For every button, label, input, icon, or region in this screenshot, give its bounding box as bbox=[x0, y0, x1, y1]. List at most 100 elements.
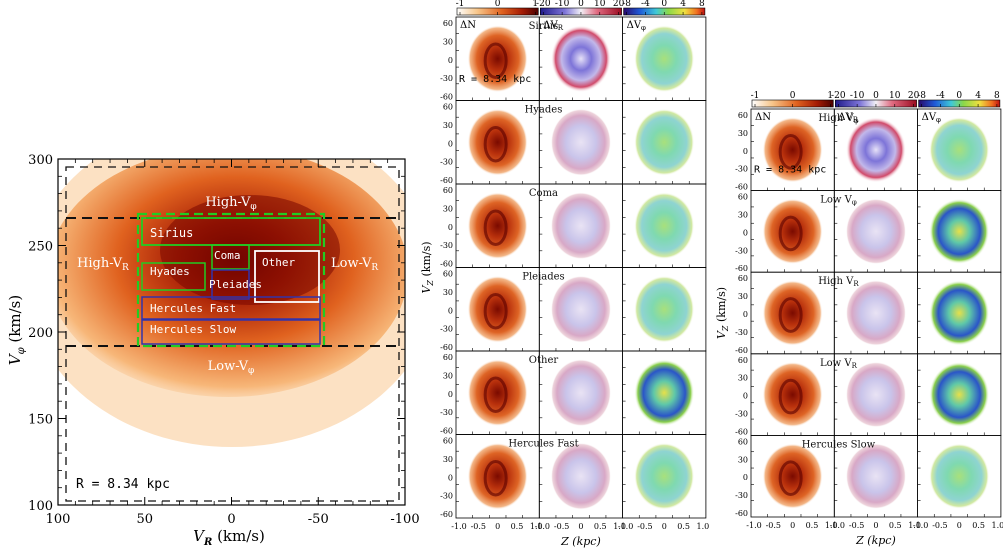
green-dashed-box bbox=[136, 212, 326, 348]
xtick-label: -0.5 bbox=[849, 521, 864, 530]
ytick-label: 60 bbox=[443, 103, 453, 112]
ytick-label: 0 bbox=[743, 473, 748, 482]
ytick-label: -60 bbox=[440, 343, 453, 352]
ytick-label: 0 bbox=[448, 390, 453, 399]
label-pleiades: Pleiades bbox=[209, 278, 262, 291]
col-header-1: ΔVR bbox=[543, 20, 563, 32]
colorbar-tick-label: 20 bbox=[613, 0, 625, 9]
ytick-label: -30 bbox=[440, 325, 453, 334]
xtick-label: 0 bbox=[957, 521, 962, 530]
xtick-label: 1.0 bbox=[530, 522, 543, 531]
grid-ylabel: VZ (km/s) bbox=[715, 287, 730, 339]
colorbar-tick-label: 0 bbox=[495, 0, 501, 9]
colorbar-tick-label: -1 bbox=[456, 0, 465, 9]
main-ytick-label: 100 bbox=[28, 499, 53, 514]
ytick-label: -30 bbox=[735, 246, 748, 255]
xtick-label: 0 bbox=[790, 521, 795, 530]
colorbar-tick-label: 0 bbox=[873, 91, 879, 101]
xtick-label: 0.5 bbox=[972, 521, 985, 530]
map-cell-r4-c1 bbox=[845, 443, 906, 509]
ytick-label: 30 bbox=[443, 455, 453, 464]
map-cell-r3-c0 bbox=[467, 275, 528, 343]
map-cell-r1-c2 bbox=[929, 198, 990, 265]
colorbar-tick-label: -4 bbox=[936, 91, 945, 101]
map-cell-r2-c0 bbox=[762, 280, 823, 346]
label-hyades: Hyades bbox=[150, 265, 190, 278]
ytick-label: -30 bbox=[735, 410, 748, 419]
ytick-label: 30 bbox=[443, 288, 453, 297]
map-cell-r5-c0 bbox=[467, 442, 528, 510]
ytick-label: 30 bbox=[738, 292, 748, 301]
colorbar-tick-label: -1 bbox=[751, 91, 760, 101]
colorbar-tick-label: 0 bbox=[661, 0, 667, 9]
ytick-label: 60 bbox=[443, 353, 453, 362]
coma-box bbox=[211, 244, 250, 270]
ytick-label: 0 bbox=[743, 310, 748, 319]
label-other: Other bbox=[262, 256, 295, 269]
ytick-label: 30 bbox=[443, 371, 453, 380]
row-label-3: Low VR bbox=[820, 358, 858, 370]
xtick-label: 0.5 bbox=[806, 521, 819, 530]
other-box bbox=[254, 250, 320, 303]
ytick-label: 60 bbox=[443, 437, 453, 446]
colorbar-tick-label: -4 bbox=[641, 0, 650, 9]
spiral-feature bbox=[483, 209, 508, 246]
map-cell-r0-c2 bbox=[634, 25, 695, 93]
xtick-label: 1.0 bbox=[697, 522, 710, 531]
ytick-label: 60 bbox=[738, 111, 748, 120]
xtick-label: 0.5 bbox=[889, 521, 902, 530]
xtick-label: 0 bbox=[873, 521, 878, 530]
map-cell-r2-c1 bbox=[550, 192, 611, 260]
map-cell-r2-c2 bbox=[634, 192, 695, 260]
main-annotation: R = 8.34 kpc bbox=[76, 477, 170, 492]
label-low-vr: Low-VR bbox=[331, 256, 378, 273]
map-cell-r4-c2 bbox=[929, 443, 990, 509]
colorbar-tick-label: 8 bbox=[994, 91, 1000, 101]
map-cell-r4-c0 bbox=[762, 443, 823, 509]
map-cell-r1-c0 bbox=[762, 198, 823, 265]
ytick-label: 30 bbox=[443, 204, 453, 213]
colorbar-tick-label: 4 bbox=[680, 0, 686, 9]
col-header-0: ΔN bbox=[460, 20, 476, 31]
hercules-fast-box bbox=[141, 296, 321, 320]
map-cell-r0-c0 bbox=[762, 117, 823, 183]
label-low-vphi: Low-Vφ bbox=[208, 359, 255, 376]
label-coma: Coma bbox=[214, 249, 241, 262]
spiral-feature bbox=[483, 42, 508, 79]
spiral-feature bbox=[483, 293, 508, 330]
ytick-label: 30 bbox=[443, 121, 453, 130]
map-cell-r0-c1 bbox=[550, 25, 611, 93]
main-xtick-label: 0 bbox=[227, 512, 235, 527]
main-ytick-label: 150 bbox=[28, 413, 53, 428]
colorbar-tick-label: -8 bbox=[917, 91, 926, 101]
map-cell-r0-c0 bbox=[467, 25, 528, 93]
grid-annotation: R = 8.34 kpc bbox=[459, 74, 531, 85]
colorbar-tick-label: -8 bbox=[622, 0, 631, 9]
ytick-label: 0 bbox=[448, 56, 453, 65]
map-cell-r2-c1 bbox=[845, 280, 906, 346]
ytick-label: -30 bbox=[440, 408, 453, 417]
ytick-label: 30 bbox=[738, 129, 748, 138]
ytick-label: -60 bbox=[440, 510, 453, 519]
xtick-label: 0.5 bbox=[511, 522, 524, 531]
colorbar-tick-label: -20 bbox=[536, 0, 551, 9]
row-label-2: Coma bbox=[529, 188, 558, 199]
ytick-label: -60 bbox=[735, 509, 748, 518]
ytick-label: -60 bbox=[440, 260, 453, 269]
main-ytick-label: 250 bbox=[28, 240, 53, 255]
map-cell-r1-c1 bbox=[845, 198, 906, 265]
xtick-label: 0.5 bbox=[677, 522, 690, 531]
main-xtick-label: -50 bbox=[308, 512, 329, 527]
ytick-label: 0 bbox=[448, 306, 453, 315]
ytick-label: 30 bbox=[738, 455, 748, 464]
grid-ylabel: VZ (km/s) bbox=[420, 241, 435, 293]
main-ytick-label: 300 bbox=[28, 153, 53, 168]
main-xlabel: VR (km/s) bbox=[193, 527, 265, 548]
middle-grid: -1 0 1-20 -10 0 10 20-8 -4 0 4 8Sirius60300-30-60H… bbox=[420, 0, 709, 548]
ytick-label: 60 bbox=[738, 437, 748, 446]
xtick-label: 1.0 bbox=[908, 521, 921, 530]
map-cell-r0-c1 bbox=[845, 117, 906, 183]
map-cell-r1-c2 bbox=[634, 108, 695, 176]
